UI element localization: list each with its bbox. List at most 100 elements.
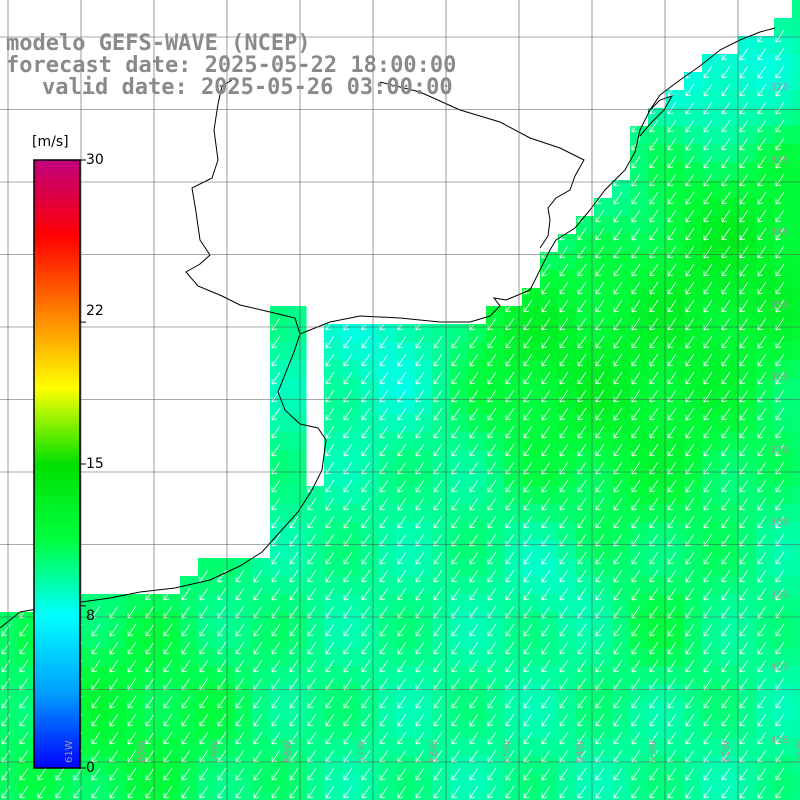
wind-arrow xyxy=(523,299,533,313)
wind-arrow xyxy=(379,731,389,745)
wind-speed-cell xyxy=(270,630,289,649)
wind-arrow xyxy=(739,137,749,151)
wind-speed-cell xyxy=(720,126,739,145)
wind-arrow xyxy=(649,353,659,367)
wind-speed-cell xyxy=(540,756,559,775)
wind-arrow xyxy=(577,245,587,259)
wind-speed-cell xyxy=(522,396,541,415)
wind-arrow xyxy=(433,407,443,421)
wind-speed-cell xyxy=(270,558,289,577)
wind-arrow xyxy=(739,587,749,601)
wind-speed-cell xyxy=(612,720,631,739)
wind-speed-cell xyxy=(792,306,800,325)
wind-arrow xyxy=(559,245,569,259)
wind-speed-cell xyxy=(468,774,487,793)
wind-speed-cell xyxy=(54,774,73,793)
wind-speed-cell xyxy=(738,54,757,73)
wind-arrow xyxy=(703,83,713,97)
wind-speed-cell xyxy=(648,702,667,721)
wind-speed-cell xyxy=(288,702,307,721)
wind-arrow xyxy=(433,443,443,457)
wind-speed-cell xyxy=(702,450,721,469)
wind-arrow xyxy=(613,299,623,313)
wind-speed-cell xyxy=(756,162,775,181)
wind-speed-cell xyxy=(666,144,685,163)
wind-arrow xyxy=(649,119,659,133)
wind-speed-cell xyxy=(126,630,145,649)
wind-speed-cell xyxy=(576,756,595,775)
wind-speed-cell xyxy=(432,342,451,361)
wind-arrow xyxy=(109,641,119,655)
wind-arrow xyxy=(757,479,767,493)
wind-arrow xyxy=(685,587,695,601)
wind-arrow xyxy=(343,713,353,727)
wind-speed-cell xyxy=(630,720,649,739)
wind-speed-cell xyxy=(450,792,469,800)
wind-speed-cell xyxy=(720,288,739,307)
wind-speed-cell xyxy=(702,504,721,523)
wind-speed-cell xyxy=(486,540,505,559)
wind-speed-cell xyxy=(126,648,145,667)
wind-arrow xyxy=(739,479,749,493)
wind-speed-cell xyxy=(774,342,793,361)
wind-arrow xyxy=(559,515,569,529)
wind-speed-cell xyxy=(180,792,199,800)
wind-arrow xyxy=(451,533,461,547)
wind-speed-cell xyxy=(450,612,469,631)
wind-arrow xyxy=(523,641,533,655)
wind-speed-cell xyxy=(774,18,793,37)
wind-arrow xyxy=(559,479,569,493)
wind-arrow xyxy=(181,623,191,637)
wind-speed-cell xyxy=(792,432,800,451)
wind-speed-cell xyxy=(504,774,523,793)
wind-speed-cell xyxy=(504,558,523,577)
wind-speed-cell xyxy=(756,72,775,91)
wind-speed-cell xyxy=(270,468,289,487)
wind-speed-cell xyxy=(450,684,469,703)
wind-speed-cell xyxy=(252,774,271,793)
wind-speed-cell xyxy=(396,666,415,685)
wind-arrow xyxy=(415,731,425,745)
wind-arrow xyxy=(685,119,695,133)
wind-arrow xyxy=(109,713,119,727)
wind-speed-cell xyxy=(666,666,685,685)
wind-speed-cell xyxy=(504,522,523,541)
wind-speed-cell xyxy=(522,756,541,775)
wind-arrow xyxy=(523,353,533,367)
wind-arrow xyxy=(361,317,371,331)
wind-arrow xyxy=(739,335,749,349)
wind-arrow xyxy=(721,569,731,583)
wind-arrow xyxy=(559,767,569,781)
wind-arrow xyxy=(343,335,353,349)
wind-speed-cell xyxy=(720,666,739,685)
wind-speed-cell xyxy=(630,504,649,523)
wind-speed-cell xyxy=(774,792,793,800)
wind-arrow xyxy=(613,587,623,601)
wind-speed-cell xyxy=(720,198,739,217)
wind-arrow xyxy=(271,335,281,349)
wind-arrow xyxy=(523,785,533,799)
wind-speed-cell xyxy=(306,576,325,595)
wind-speed-cell xyxy=(450,324,469,343)
wind-speed-cell xyxy=(504,702,523,721)
wind-arrow xyxy=(667,515,677,529)
wind-speed-cell xyxy=(720,648,739,667)
wind-speed-cell xyxy=(792,576,800,595)
wind-arrow xyxy=(667,533,677,547)
wind-speed-cell xyxy=(738,396,757,415)
wind-arrow xyxy=(199,767,209,781)
wind-arrow xyxy=(199,713,209,727)
wind-speed-cell xyxy=(756,180,775,199)
wind-arrow xyxy=(271,731,281,745)
wind-speed-cell xyxy=(90,648,109,667)
wind-speed-cell xyxy=(288,306,307,325)
wind-speed-cell xyxy=(144,738,163,757)
wind-speed-cell xyxy=(630,288,649,307)
wind-arrow xyxy=(361,587,371,601)
wind-arrow xyxy=(343,497,353,511)
wind-speed-cell xyxy=(792,216,800,235)
wind-speed-cell xyxy=(648,126,667,145)
wind-arrow xyxy=(307,587,317,601)
wind-speed-cell xyxy=(450,414,469,433)
wind-arrow xyxy=(451,443,461,457)
